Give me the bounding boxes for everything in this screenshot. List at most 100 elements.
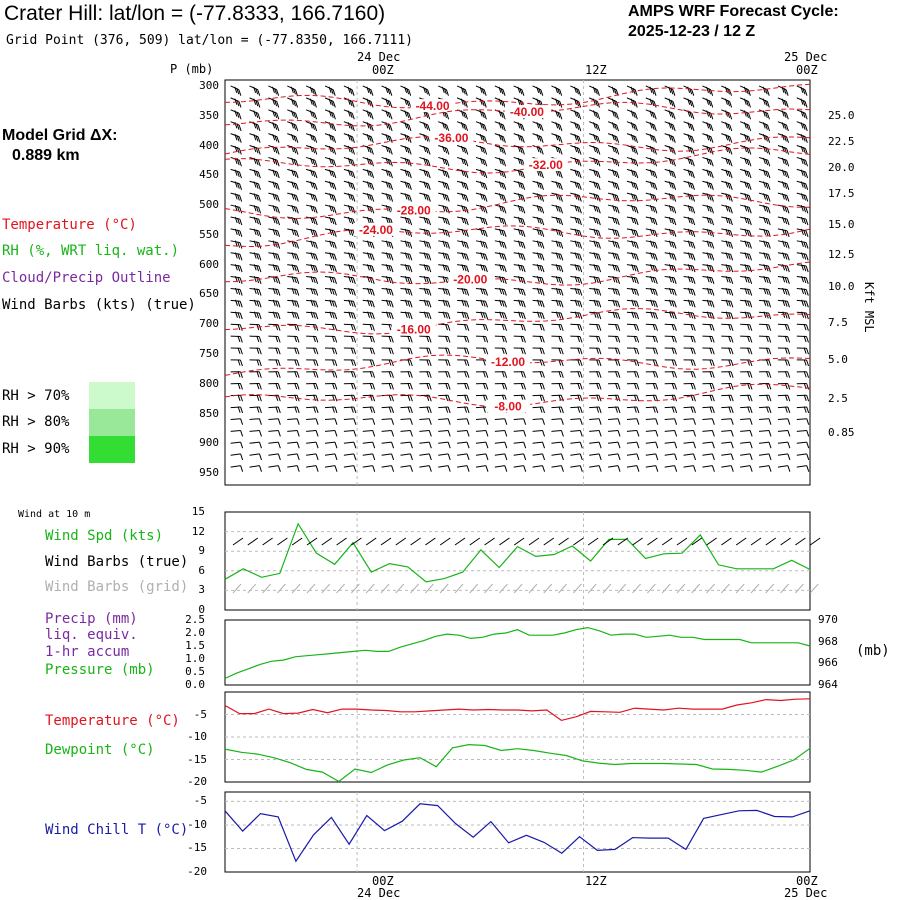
wind-barb-feather bbox=[331, 229, 335, 236]
wind-barb bbox=[475, 406, 486, 409]
wind-barb-feather bbox=[275, 288, 279, 295]
wind-barb-feather bbox=[255, 170, 259, 178]
wind-barb-feather bbox=[314, 171, 318, 179]
wind-barb-feather bbox=[578, 113, 582, 120]
wind-barb-feather bbox=[558, 382, 562, 390]
wind-barb-feather bbox=[523, 442, 527, 449]
wind-barb-feather bbox=[366, 134, 370, 141]
wind-barb-feather bbox=[523, 465, 527, 472]
wind-barb-feather bbox=[291, 228, 295, 236]
wind-barb-feather bbox=[310, 216, 314, 224]
wind-barb-feather bbox=[749, 395, 753, 402]
wind-barb-feather bbox=[749, 254, 752, 261]
wind-barb-feather bbox=[310, 287, 314, 295]
wind-barb bbox=[645, 418, 656, 420]
wind-barb-feather bbox=[366, 110, 370, 117]
wind-barb-grid bbox=[721, 583, 730, 594]
wind-barb-feather bbox=[768, 442, 772, 449]
wind-barb-feather bbox=[272, 169, 276, 176]
wind-barb-feather bbox=[560, 418, 564, 425]
wind-barb-feather bbox=[633, 158, 636, 166]
wind-barb-feather bbox=[762, 86, 766, 93]
wind-barb-feather bbox=[636, 395, 640, 402]
wind-barb-feather bbox=[276, 171, 280, 179]
wind-barb-feather bbox=[579, 265, 583, 273]
wind-barb bbox=[268, 429, 279, 432]
wind-barb-feather bbox=[801, 299, 805, 306]
wind-barb-feather bbox=[668, 276, 672, 283]
wind-barb-feather bbox=[744, 252, 748, 259]
profile-frame bbox=[224, 79, 811, 486]
wind-barb-feather bbox=[427, 148, 431, 155]
wind-barb-feather bbox=[804, 124, 808, 132]
wind-barb-feather bbox=[748, 113, 752, 120]
wind-barb-feather bbox=[690, 312, 694, 319]
wind-barb bbox=[362, 465, 373, 468]
wind-barb-feather bbox=[710, 160, 714, 167]
wind-barb-feather bbox=[654, 265, 658, 273]
wind-barb-feather bbox=[574, 145, 578, 153]
wind-barb-feather bbox=[654, 312, 658, 320]
wind-barb-feather bbox=[763, 228, 767, 236]
wind-barb-feather bbox=[802, 147, 806, 154]
wind-barb-feather bbox=[765, 394, 769, 401]
wind-barb-feather bbox=[275, 300, 279, 307]
wind-barb-feather bbox=[234, 216, 238, 224]
wind-barb-feather bbox=[710, 136, 714, 143]
wind-barb-feather bbox=[806, 442, 810, 449]
wind-barb-feather bbox=[482, 312, 486, 319]
wind-barb-feather bbox=[387, 111, 391, 119]
wind-barb-feather bbox=[389, 89, 393, 96]
wind-barb-feather bbox=[636, 348, 640, 355]
wind-barb-feather bbox=[785, 124, 789, 132]
wind-barb-feather bbox=[290, 98, 294, 105]
wind-barb-feather bbox=[630, 193, 634, 200]
wind-barb-feather bbox=[296, 453, 300, 461]
wind-barb-feather bbox=[786, 160, 790, 167]
wind-barb-feather bbox=[783, 123, 787, 130]
wind-barb-feather bbox=[256, 288, 260, 295]
wind-barb-feather bbox=[766, 113, 770, 120]
wind-barb-feather bbox=[804, 148, 808, 155]
wind-barb-feather bbox=[653, 101, 657, 108]
wind-barb-feather bbox=[517, 134, 521, 141]
wind-barb-feather bbox=[276, 195, 280, 202]
wind-barb-feather bbox=[541, 301, 545, 308]
wind-barb-feather bbox=[312, 312, 316, 319]
wind-barb-feather bbox=[728, 300, 731, 307]
wind-barb-feather bbox=[369, 323, 373, 331]
wind-barb-feather bbox=[348, 252, 352, 259]
wind-barb-feather bbox=[652, 276, 656, 284]
wind-barb bbox=[796, 441, 807, 444]
wind-barb-feather bbox=[293, 158, 297, 166]
wind-barb-true bbox=[365, 537, 377, 546]
wind-barb-feather bbox=[727, 111, 731, 119]
wind-barb-feather bbox=[746, 241, 750, 248]
wind-barb-feather bbox=[595, 194, 599, 201]
wind-barb-feather bbox=[690, 371, 694, 378]
wind-barb-feather bbox=[730, 395, 734, 402]
wind-barb-feather bbox=[253, 98, 257, 105]
wind-barb-feather bbox=[277, 230, 281, 237]
wind-barb bbox=[796, 418, 807, 420]
wind-barb-feather bbox=[480, 264, 484, 271]
wind-barb-feather bbox=[442, 287, 446, 295]
wind-barb-feather bbox=[806, 336, 809, 343]
wind-barb-feather bbox=[463, 158, 467, 166]
wind-barb-feather bbox=[687, 287, 691, 295]
wind-barb bbox=[570, 429, 581, 432]
wind-barb bbox=[230, 429, 241, 432]
wind-barb-feather bbox=[593, 240, 597, 247]
wind-barb-feather bbox=[408, 124, 412, 132]
wind-barb-feather bbox=[293, 288, 297, 295]
wind-barb-feather bbox=[636, 312, 640, 320]
wind-barb-feather bbox=[595, 123, 599, 130]
wind-barb-feather bbox=[408, 113, 412, 120]
wind-barb-feather bbox=[460, 110, 464, 117]
wind-barb-feather bbox=[504, 465, 508, 472]
wind-barb bbox=[362, 323, 373, 326]
wind-barb-feather bbox=[460, 145, 464, 153]
wind-barb-feather bbox=[503, 148, 506, 155]
wind-barb-feather bbox=[724, 98, 728, 105]
wind-barb-feather bbox=[801, 276, 804, 283]
